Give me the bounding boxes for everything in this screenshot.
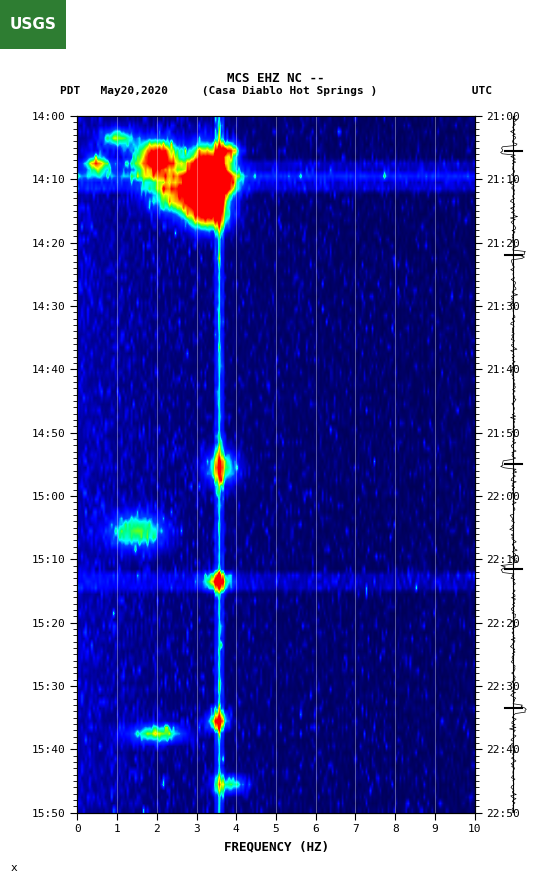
Text: MCS EHZ NC --: MCS EHZ NC -- [227, 71, 325, 85]
X-axis label: FREQUENCY (HZ): FREQUENCY (HZ) [224, 840, 328, 853]
Text: x: x [11, 863, 18, 872]
Text: PDT   May20,2020     (Casa Diablo Hot Springs )              UTC: PDT May20,2020 (Casa Diablo Hot Springs … [60, 87, 492, 96]
Text: USGS: USGS [10, 17, 56, 32]
